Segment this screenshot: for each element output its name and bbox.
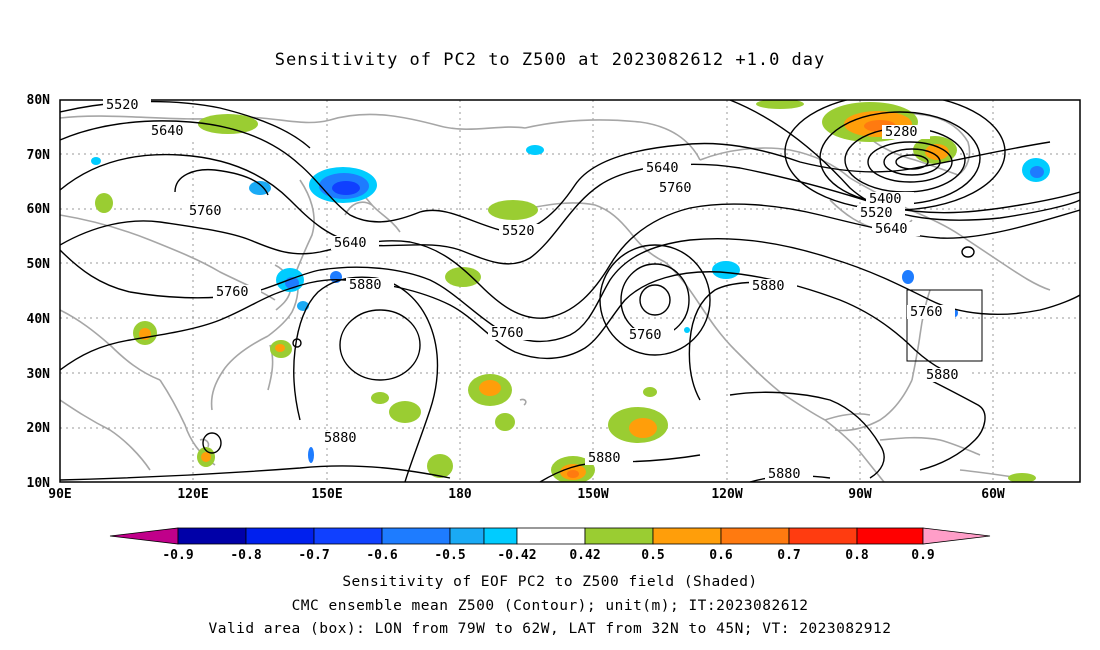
lat-tick-label: 10N	[27, 476, 51, 491]
longitude-labels: 90E 120E 150E 180 150W 120W 90W 60W	[48, 487, 1005, 502]
lon-tick-label: 120E	[177, 487, 208, 502]
contour-label: 5520	[502, 223, 535, 239]
colorbar-label: 0.9	[911, 548, 934, 563]
contour-label: 5640	[875, 221, 908, 237]
colorbar-swatch	[922, 527, 991, 545]
colorbar-labels: -0.9 -0.8 -0.7 -0.6 -0.5 -0.42 0.42 0.5 …	[162, 548, 934, 563]
valid-area-box	[906, 289, 983, 362]
colorbar-swatch	[788, 527, 858, 545]
colorbar-label: -0.9	[162, 548, 193, 563]
contour-label: 5640	[334, 235, 367, 251]
contour-label: 5760	[629, 327, 662, 343]
contour-label: 5760	[910, 304, 943, 320]
contour-label: 5760	[189, 203, 222, 219]
lat-tick-label: 20N	[27, 421, 51, 436]
lat-tick-label: 60N	[27, 202, 51, 217]
contour-label: 5880	[768, 466, 801, 482]
contour-label: 5520	[860, 205, 893, 221]
colorbar-swatch	[245, 527, 315, 545]
colorbar-label: 0.7	[777, 548, 800, 563]
contour-label: 5880	[588, 450, 621, 466]
lon-tick-label: 90W	[848, 487, 872, 502]
lat-tick-label: 70N	[27, 148, 51, 163]
colorbar-label: -0.7	[298, 548, 329, 563]
colorbar-label: -0.5	[434, 548, 465, 563]
lat-tick-label: 30N	[27, 367, 51, 382]
colorbar-label: -0.6	[366, 548, 397, 563]
caption-line-1: Sensitivity of EOF PC2 to Z500 field (Sh…	[342, 574, 758, 590]
colorbar-swatch	[483, 527, 518, 545]
contour-label: 5760	[216, 284, 249, 300]
map-frame	[59, 99, 1081, 483]
lon-tick-label: 120W	[711, 487, 742, 502]
colorbar-swatch	[177, 527, 247, 545]
contour-label: 5520	[106, 97, 139, 113]
lon-tick-label: 180	[448, 487, 472, 502]
colorbar-swatch	[652, 527, 722, 545]
colorbar-label: 0.42	[569, 548, 600, 563]
contour-label: 5400	[869, 191, 902, 207]
lon-tick-label: 60W	[981, 487, 1005, 502]
figure-title: Sensitivity of PC2 to Z500 at 2023082612…	[274, 50, 826, 70]
colorbar	[109, 527, 991, 545]
colorbar-swatch	[720, 527, 790, 545]
colorbar-label: -0.42	[497, 548, 536, 563]
lon-tick-label: 150E	[311, 487, 342, 502]
caption-line-2: CMC ensemble mean Z500 (Contour); unit(m…	[291, 598, 809, 614]
colorbar-swatch	[449, 527, 485, 545]
lat-tick-label: 50N	[27, 257, 51, 272]
contour-label: 5880	[926, 367, 959, 383]
colorbar-swatch	[856, 527, 924, 545]
colorbar-label: 0.5	[641, 548, 664, 563]
colorbar-swatch	[516, 527, 586, 545]
colorbar-swatch	[313, 527, 383, 545]
colorbar-swatch	[109, 527, 179, 545]
colorbar-swatch	[381, 527, 451, 545]
colorbar-label: 0.6	[709, 548, 733, 563]
contour-labels: 5520 5640 5760 5640 5760 5880 5880 5520 …	[103, 97, 971, 482]
caption-line-3: Valid area (box): LON from 79W to 62W, L…	[208, 621, 892, 637]
contour-label: 5760	[659, 180, 692, 196]
contour-label: 5640	[646, 160, 679, 176]
contour-label: 5760	[491, 325, 524, 341]
contour-label: 5880	[752, 278, 785, 294]
contour-label: 5640	[151, 123, 184, 139]
lat-tick-label: 40N	[27, 312, 51, 327]
colorbar-label: -0.8	[230, 548, 261, 563]
colorbar-swatch	[584, 527, 654, 545]
colorbar-label: 0.8	[845, 548, 869, 563]
lon-tick-label: 150W	[577, 487, 608, 502]
latitude-labels: 80N 70N 60N 50N 40N 30N 20N 10N	[27, 93, 51, 491]
contour-label: 5880	[324, 430, 357, 446]
lon-tick-label: 90E	[48, 487, 71, 502]
lat-tick-label: 80N	[27, 93, 51, 108]
contour-label: 5880	[349, 277, 382, 293]
contour-label: 5280	[885, 124, 918, 140]
